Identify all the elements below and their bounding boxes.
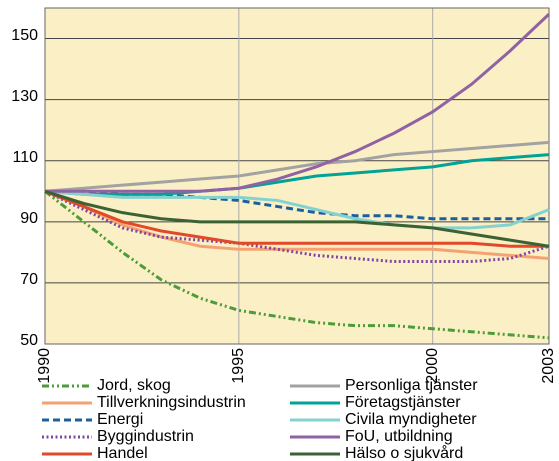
legend-label: Företagstjänster bbox=[345, 394, 461, 411]
y-tick-label: 70 bbox=[20, 271, 38, 288]
y-tick-label: 110 bbox=[12, 149, 38, 166]
legend-label: Hälso o sjukvård bbox=[345, 444, 463, 461]
legend-label: Tillverkningsindustrin bbox=[97, 394, 246, 411]
y-tick-label: 90 bbox=[20, 210, 38, 227]
series-line bbox=[45, 189, 549, 221]
legend-label: Energi bbox=[97, 411, 143, 428]
y-tick-label: 130 bbox=[11, 88, 38, 105]
legend-label: Personliga tjänster bbox=[345, 377, 478, 394]
series-line bbox=[44, 189, 550, 248]
series-line bbox=[45, 13, 551, 193]
y-tick-label: 50 bbox=[20, 332, 38, 349]
y-tick-label: 150 bbox=[11, 27, 38, 44]
legend-label: Byggindustrin bbox=[97, 428, 194, 445]
series-line bbox=[44, 189, 549, 248]
series-line bbox=[44, 189, 550, 260]
x-tick-label: 1995 bbox=[230, 348, 247, 384]
x-tick-label: 1990 bbox=[36, 348, 53, 384]
series-line bbox=[44, 189, 550, 230]
legend-label: Civila myndigheter bbox=[345, 411, 477, 428]
legend-label: Handel bbox=[97, 445, 148, 461]
series-line bbox=[44, 140, 550, 193]
x-tick-label: 2000 bbox=[424, 348, 441, 384]
series-line bbox=[44, 189, 550, 264]
plot-background bbox=[45, 8, 549, 344]
legend-label: FoU, utbildning bbox=[345, 428, 453, 445]
series-line bbox=[44, 153, 550, 196]
x-tick-label: 2003 bbox=[540, 348, 557, 384]
series-line bbox=[44, 190, 550, 340]
legend-label: Jord, skog bbox=[97, 377, 171, 394]
plot-frame bbox=[44, 7, 550, 345]
